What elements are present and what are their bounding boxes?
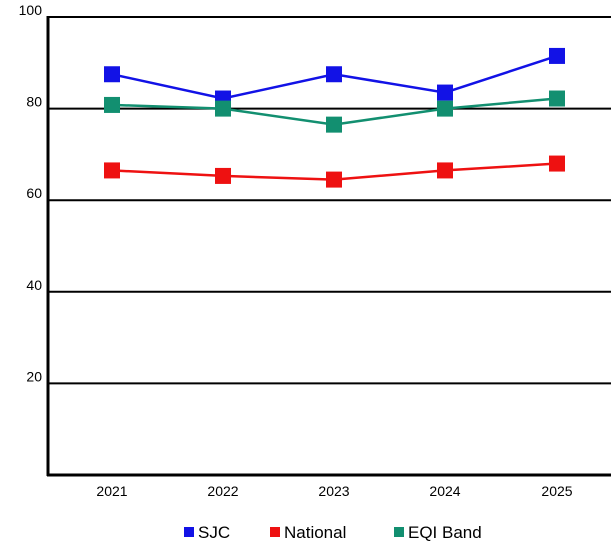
data-point-marker [104,162,120,179]
legend-swatch [270,527,280,537]
data-point-marker [437,100,453,117]
x-tick-label: 2022 [207,483,238,499]
y-tick-label: 60 [26,185,42,201]
data-point-marker [437,84,453,101]
x-tick-label: 2024 [429,483,460,499]
series-eqi-band [104,90,565,133]
y-tick-label: 80 [26,94,42,110]
series-sjc [104,47,565,107]
y-tick-label: 20 [26,368,42,384]
x-tick-labels: 2021 2022 2023 2024 2025 [96,483,572,499]
y-tick-label: 100 [19,2,43,18]
data-point-marker [326,116,342,133]
y-tick-labels: 20 40 60 80 100 [19,2,43,384]
data-point-marker [549,47,565,64]
x-tick-label: 2023 [318,483,349,499]
data-point-marker [549,155,565,172]
series-national [104,155,565,188]
data-point-marker [215,100,231,117]
x-tick-label: 2025 [541,483,572,499]
legend-label: National [284,523,346,542]
legend-swatch [184,527,194,537]
legend-label: EQI Band [408,523,482,542]
data-point-marker [104,66,120,83]
gridlines [48,16,611,385]
legend: SJC National EQI Band [184,523,482,542]
data-point-marker [437,162,453,179]
data-point-marker [104,96,120,113]
x-tick-label: 2021 [96,483,127,499]
data-point-marker [215,167,231,184]
legend-swatch [394,527,404,537]
legend-item: National [270,523,346,542]
legend-item: SJC [184,523,230,542]
data-point-marker [326,66,342,83]
data-point-marker [326,171,342,188]
data-point-marker [549,90,565,107]
y-tick-label: 40 [26,277,42,293]
legend-item: EQI Band [394,523,482,542]
legend-label: SJC [198,523,230,542]
